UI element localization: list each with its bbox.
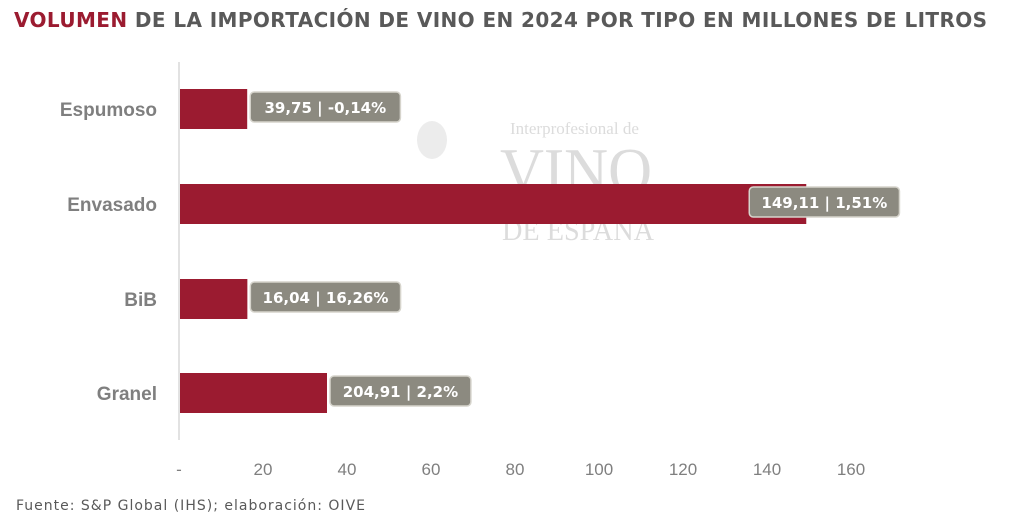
watermark-logo-shape: [417, 121, 447, 159]
data-label-granel: 204,91 | 2,2%: [343, 383, 458, 402]
data-label-box-espumoso: [249, 91, 402, 123]
x-tick-label: 20: [254, 460, 273, 479]
category-label-granel: Granel: [97, 384, 157, 405]
category-label-bib: BiB: [124, 290, 157, 311]
x-tick-label: 40: [338, 460, 357, 479]
data-label-bib: 16,04 | 16,26%: [263, 289, 389, 308]
bar-granel: [180, 373, 327, 413]
data-label-envasado: 149,11 | 1,51%: [761, 194, 887, 213]
title-rest: DE LA IMPORTACIÓN DE VINO EN 2024 POR TI…: [134, 8, 988, 32]
title-accent: VOLUMEN: [14, 8, 128, 32]
source-note: Fuente: S&P Global (IHS); elaboración: O…: [16, 498, 366, 514]
x-tick-label: 160: [837, 460, 865, 479]
bar-chart: Interprofesional de VINO DE ESPAÑA Espum…: [60, 62, 901, 479]
x-tick-label: 140: [753, 460, 781, 479]
x-tick-label: 100: [585, 460, 613, 479]
bar-envasado: [180, 184, 807, 224]
x-axis: - 20 40 60 80 100 120 140 160: [176, 460, 865, 479]
data-label-espumoso: 39,75 | -0,14%: [264, 99, 386, 118]
x-tick-label: 80: [506, 460, 525, 479]
x-tick-label: -: [176, 460, 182, 479]
x-tick-label: 60: [422, 460, 441, 479]
bar-espumoso: [180, 89, 248, 129]
category-label-espumoso: Espumoso: [60, 100, 157, 121]
watermark: Interprofesional de VINO DE ESPAÑA: [417, 119, 654, 247]
data-label-box-envasado: [748, 186, 901, 218]
bars-layer: Espumoso 39,75 | -0,14% Envasado 149,11 | 1…: [60, 89, 901, 413]
category-label-envasado: Envasado: [67, 195, 157, 216]
data-label-box-bib: [249, 281, 402, 313]
watermark-line1: Interprofesional de: [510, 119, 639, 138]
data-label-box-granel: [329, 375, 472, 407]
chart-title: VOLUMEN DE LA IMPORTACIÓN DE VINO EN 202…: [14, 8, 987, 32]
bar-bib: [180, 279, 248, 319]
x-tick-label: 120: [669, 460, 697, 479]
